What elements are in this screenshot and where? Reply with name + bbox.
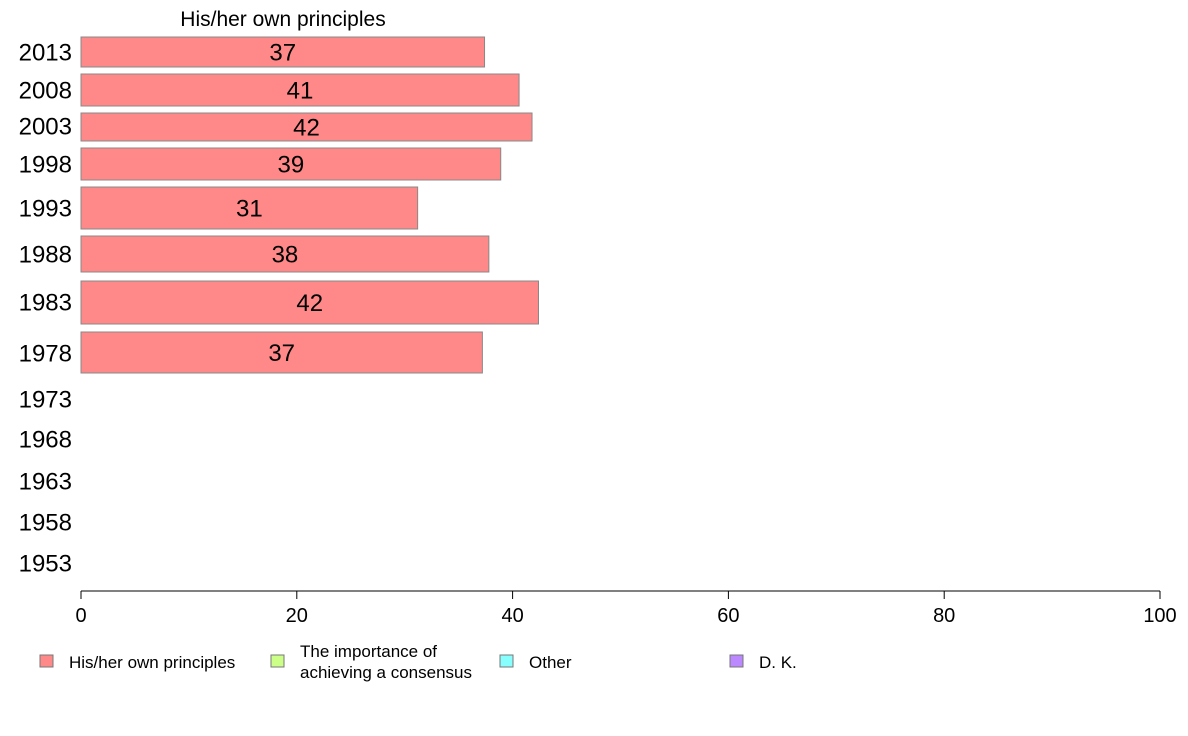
x-tick-label: 60 (717, 605, 739, 627)
year-label: 1958 (19, 510, 72, 537)
bar-value-label: 41 (287, 78, 314, 105)
legend: His/her own principles The importance of a… (39, 642, 797, 682)
x-tick-label: 20 (286, 605, 308, 627)
legend-item: D. K. (729, 653, 797, 672)
year-label: 1983 (19, 290, 72, 317)
bar-value-label: 39 (278, 152, 305, 179)
bar (80, 331, 483, 374)
x-axis: 0 20 40 60 80 100 (75, 590, 1177, 627)
year-label: 1998 (19, 152, 72, 179)
legend-swatch (499, 654, 514, 668)
bar (80, 36, 486, 68)
bar-value-label: 37 (269, 40, 296, 67)
legend-item: His/her own principles (39, 653, 235, 672)
bar (80, 147, 502, 181)
bar-value-label: 31 (236, 196, 263, 223)
bar-value-label: 42 (296, 290, 323, 317)
legend-swatch (39, 654, 54, 668)
legend-label: D. K. (759, 653, 797, 672)
legend-item: The importance of achieving a consensus (270, 642, 472, 682)
bar (80, 186, 419, 230)
year-label: 1993 (19, 196, 72, 223)
bar (80, 235, 490, 273)
bar-value-label: 42 (293, 115, 320, 142)
year-label: 1963 (19, 469, 72, 496)
legend-label: The importance of (300, 642, 437, 661)
year-label: 2003 (19, 114, 72, 141)
bar (80, 112, 533, 142)
legend-swatch (729, 654, 744, 668)
year-label: 1953 (19, 551, 72, 578)
year-labels: 2013 2008 2003 1998 1993 1988 1983 1978 1973 1968… (19, 40, 72, 578)
year-label: 1968 (19, 427, 72, 454)
legend-item: Other (499, 653, 572, 672)
x-tick-label: 0 (75, 605, 86, 627)
bar (80, 280, 539, 325)
legend-label: His/her own principles (69, 653, 235, 672)
x-tick-label: 80 (933, 605, 955, 627)
year-label: 2013 (19, 40, 72, 67)
x-tick-label: 100 (1143, 605, 1176, 627)
legend-label: achieving a consensus (300, 663, 472, 682)
bar-value-label: 37 (268, 340, 295, 367)
year-label: 1973 (19, 387, 72, 414)
year-label: 1978 (19, 341, 72, 368)
bar-value-label: 38 (272, 242, 299, 269)
x-tick-label: 40 (501, 605, 523, 627)
legend-label: Other (529, 653, 572, 672)
year-label: 1988 (19, 242, 72, 269)
legend-swatch (270, 654, 285, 668)
year-label: 2008 (19, 78, 72, 105)
bar (80, 73, 520, 107)
panel-title: His/her own principles (180, 8, 385, 31)
